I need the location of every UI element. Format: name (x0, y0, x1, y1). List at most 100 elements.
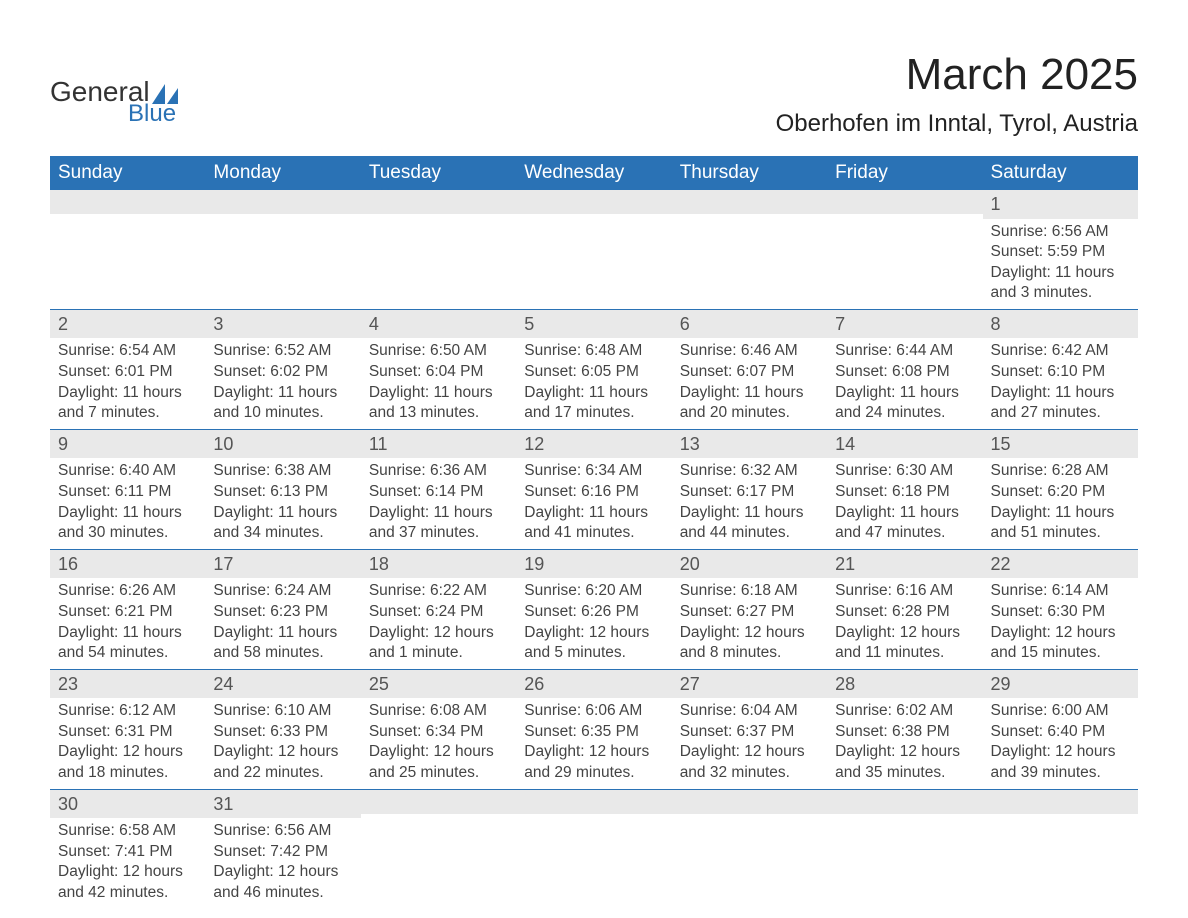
calendar-day-cell (516, 789, 671, 908)
calendar-day-cell: 26Sunrise: 6:06 AMSunset: 6:35 PMDayligh… (516, 669, 671, 789)
sunset-text: Sunset: 6:26 PM (524, 602, 663, 623)
sunset-text: Sunset: 6:38 PM (835, 722, 974, 743)
day-details (516, 214, 671, 234)
day-details: Sunrise: 6:56 AMSunset: 7:42 PMDaylight:… (205, 818, 360, 908)
day-number (672, 790, 827, 814)
day-number: 12 (516, 430, 671, 459)
sunset-text: Sunset: 6:04 PM (369, 362, 508, 383)
day-number: 3 (205, 310, 360, 339)
daylight-text: Daylight: 12 hours and 11 minutes. (835, 623, 974, 664)
logo: General Blue (50, 78, 178, 126)
day-details: Sunrise: 6:22 AMSunset: 6:24 PMDaylight:… (361, 578, 516, 668)
sunrise-text: Sunrise: 6:22 AM (369, 581, 508, 602)
day-details: Sunrise: 6:10 AMSunset: 6:33 PMDaylight:… (205, 698, 360, 788)
calendar-day-cell: 13Sunrise: 6:32 AMSunset: 6:17 PMDayligh… (672, 429, 827, 549)
day-number: 1 (983, 190, 1138, 219)
sunset-text: Sunset: 6:10 PM (991, 362, 1130, 383)
day-details: Sunrise: 6:58 AMSunset: 7:41 PMDaylight:… (50, 818, 205, 908)
day-details: Sunrise: 6:30 AMSunset: 6:18 PMDaylight:… (827, 458, 982, 548)
daylight-text: Daylight: 11 hours and 27 minutes. (991, 383, 1130, 424)
sunrise-text: Sunrise: 6:56 AM (213, 821, 352, 842)
logo-word-2: Blue (128, 102, 178, 126)
sunset-text: Sunset: 6:16 PM (524, 482, 663, 503)
day-details (205, 214, 360, 234)
daylight-text: Daylight: 12 hours and 25 minutes. (369, 742, 508, 783)
sunset-text: Sunset: 6:23 PM (213, 602, 352, 623)
calendar-day-cell: 19Sunrise: 6:20 AMSunset: 6:26 PMDayligh… (516, 549, 671, 669)
day-number (50, 190, 205, 214)
sunset-text: Sunset: 6:13 PM (213, 482, 352, 503)
sunset-text: Sunset: 6:08 PM (835, 362, 974, 383)
daylight-text: Daylight: 11 hours and 47 minutes. (835, 503, 974, 544)
sunset-text: Sunset: 6:18 PM (835, 482, 974, 503)
sunrise-text: Sunrise: 6:34 AM (524, 461, 663, 482)
day-header: Friday (827, 156, 982, 190)
day-number: 31 (205, 790, 360, 819)
daylight-text: Daylight: 11 hours and 54 minutes. (58, 623, 197, 664)
calendar-week-row: 30Sunrise: 6:58 AMSunset: 7:41 PMDayligh… (50, 789, 1138, 908)
calendar-day-cell: 15Sunrise: 6:28 AMSunset: 6:20 PMDayligh… (983, 429, 1138, 549)
day-details (827, 214, 982, 234)
sunset-text: Sunset: 5:59 PM (991, 242, 1130, 263)
day-details: Sunrise: 6:50 AMSunset: 6:04 PMDaylight:… (361, 338, 516, 428)
calendar-day-cell: 10Sunrise: 6:38 AMSunset: 6:13 PMDayligh… (205, 429, 360, 549)
calendar-day-cell: 5Sunrise: 6:48 AMSunset: 6:05 PMDaylight… (516, 309, 671, 429)
sunset-text: Sunset: 6:40 PM (991, 722, 1130, 743)
sunrise-text: Sunrise: 6:00 AM (991, 701, 1130, 722)
sunset-text: Sunset: 6:01 PM (58, 362, 197, 383)
calendar-day-cell: 14Sunrise: 6:30 AMSunset: 6:18 PMDayligh… (827, 429, 982, 549)
day-details (516, 814, 671, 834)
calendar-day-cell: 11Sunrise: 6:36 AMSunset: 6:14 PMDayligh… (361, 429, 516, 549)
day-number: 10 (205, 430, 360, 459)
location-title: Oberhofen im Inntal, Tyrol, Austria (776, 110, 1138, 138)
daylight-text: Daylight: 12 hours and 5 minutes. (524, 623, 663, 664)
day-details: Sunrise: 6:34 AMSunset: 6:16 PMDaylight:… (516, 458, 671, 548)
day-number: 8 (983, 310, 1138, 339)
daylight-text: Daylight: 11 hours and 44 minutes. (680, 503, 819, 544)
daylight-text: Daylight: 11 hours and 10 minutes. (213, 383, 352, 424)
sunset-text: Sunset: 6:17 PM (680, 482, 819, 503)
calendar-day-cell: 24Sunrise: 6:10 AMSunset: 6:33 PMDayligh… (205, 669, 360, 789)
day-number: 28 (827, 670, 982, 699)
sunrise-text: Sunrise: 6:42 AM (991, 341, 1130, 362)
daylight-text: Daylight: 11 hours and 17 minutes. (524, 383, 663, 424)
sunrise-text: Sunrise: 6:26 AM (58, 581, 197, 602)
calendar-day-cell: 25Sunrise: 6:08 AMSunset: 6:34 PMDayligh… (361, 669, 516, 789)
day-details (361, 214, 516, 234)
sunrise-text: Sunrise: 6:54 AM (58, 341, 197, 362)
sunset-text: Sunset: 6:11 PM (58, 482, 197, 503)
daylight-text: Daylight: 12 hours and 42 minutes. (58, 862, 197, 903)
day-number: 5 (516, 310, 671, 339)
sunset-text: Sunset: 6:34 PM (369, 722, 508, 743)
day-details: Sunrise: 6:14 AMSunset: 6:30 PMDaylight:… (983, 578, 1138, 668)
day-details (672, 214, 827, 234)
daylight-text: Daylight: 12 hours and 32 minutes. (680, 742, 819, 783)
day-details: Sunrise: 6:06 AMSunset: 6:35 PMDaylight:… (516, 698, 671, 788)
day-number: 14 (827, 430, 982, 459)
sunrise-text: Sunrise: 6:12 AM (58, 701, 197, 722)
calendar-day-cell (205, 190, 360, 309)
day-number (983, 790, 1138, 814)
day-number: 29 (983, 670, 1138, 699)
sunset-text: Sunset: 6:21 PM (58, 602, 197, 623)
sunrise-text: Sunrise: 6:04 AM (680, 701, 819, 722)
sunrise-text: Sunrise: 6:40 AM (58, 461, 197, 482)
sunset-text: Sunset: 6:31 PM (58, 722, 197, 743)
sunrise-text: Sunrise: 6:48 AM (524, 341, 663, 362)
day-number: 26 (516, 670, 671, 699)
daylight-text: Daylight: 12 hours and 8 minutes. (680, 623, 819, 664)
day-details: Sunrise: 6:08 AMSunset: 6:34 PMDaylight:… (361, 698, 516, 788)
calendar-day-cell: 8Sunrise: 6:42 AMSunset: 6:10 PMDaylight… (983, 309, 1138, 429)
sunrise-text: Sunrise: 6:18 AM (680, 581, 819, 602)
sunrise-text: Sunrise: 6:08 AM (369, 701, 508, 722)
sunset-text: Sunset: 6:37 PM (680, 722, 819, 743)
day-number (672, 190, 827, 214)
calendar-day-cell: 2Sunrise: 6:54 AMSunset: 6:01 PMDaylight… (50, 309, 205, 429)
calendar-day-cell (361, 789, 516, 908)
sunrise-text: Sunrise: 6:16 AM (835, 581, 974, 602)
daylight-text: Daylight: 12 hours and 18 minutes. (58, 742, 197, 783)
day-details: Sunrise: 6:48 AMSunset: 6:05 PMDaylight:… (516, 338, 671, 428)
day-details: Sunrise: 6:24 AMSunset: 6:23 PMDaylight:… (205, 578, 360, 668)
calendar-week-row: 2Sunrise: 6:54 AMSunset: 6:01 PMDaylight… (50, 309, 1138, 429)
day-details: Sunrise: 6:26 AMSunset: 6:21 PMDaylight:… (50, 578, 205, 668)
